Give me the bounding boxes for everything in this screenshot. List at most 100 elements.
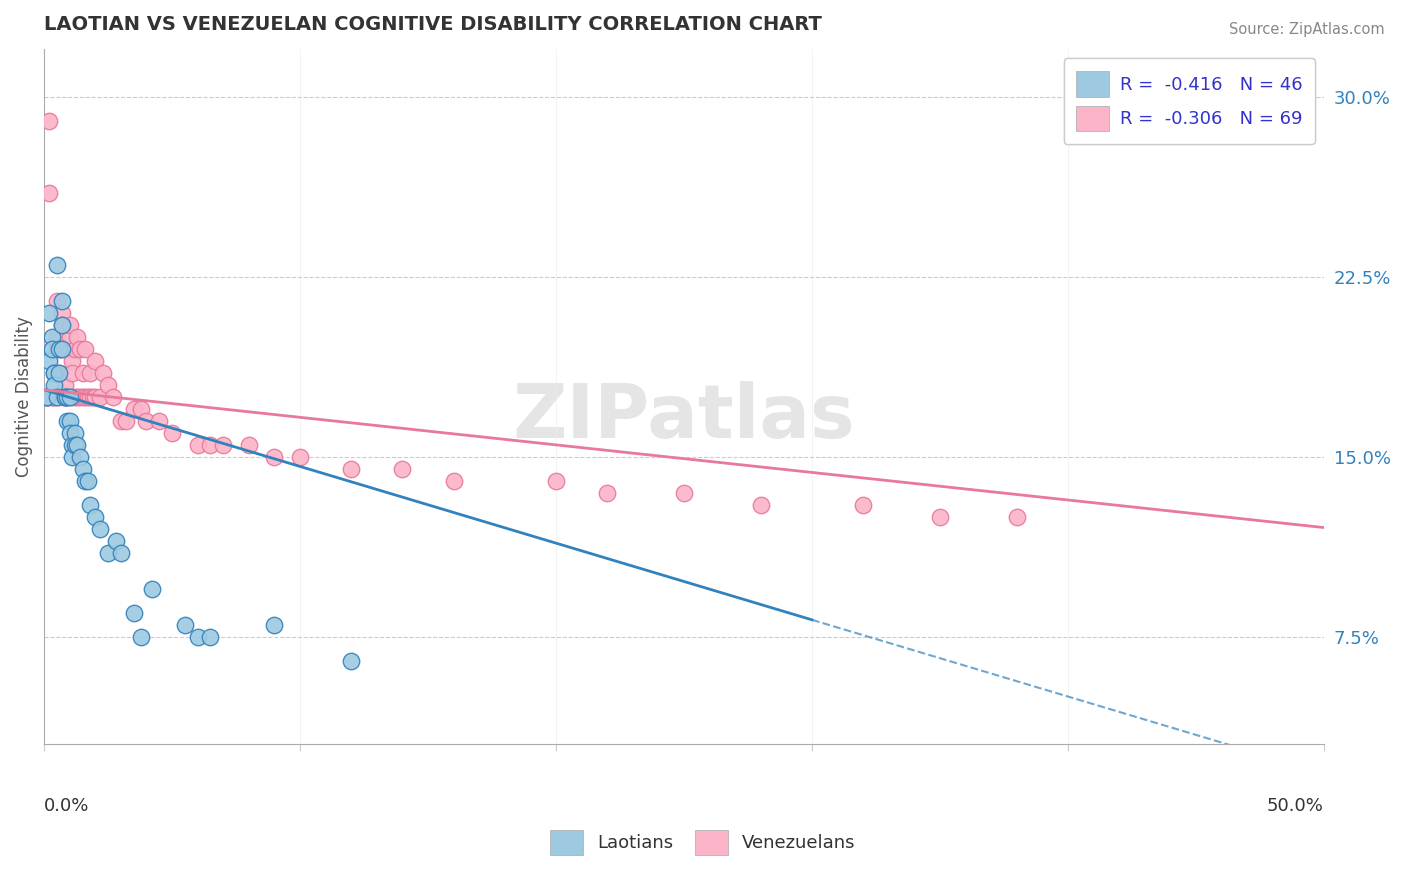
Point (200, 438, 222, 452)
Point (45, 330, 67, 344)
Point (59, 330, 82, 344)
Point (45, 390, 67, 404)
Point (122, 606, 145, 620)
Point (66, 390, 89, 404)
Point (212, 438, 235, 452)
Point (45, 294, 67, 309)
Point (38, 354, 60, 368)
Point (35, 390, 58, 404)
Point (89, 390, 111, 404)
Point (340, 462, 363, 476)
Point (56, 390, 79, 404)
Text: Source: ZipAtlas.com: Source: ZipAtlas.com (1229, 22, 1385, 37)
Point (41, 342, 63, 356)
Text: 50.0%: 50.0% (1267, 797, 1324, 815)
Point (97, 546, 120, 560)
Point (79, 366, 101, 380)
Point (852, 498, 875, 512)
Point (104, 533, 127, 548)
Point (187, 630, 209, 644)
Point (160, 425, 183, 440)
Point (51, 342, 73, 356)
Point (141, 582, 163, 596)
Point (66, 438, 89, 452)
Point (79, 390, 101, 404)
Point (35, 390, 58, 404)
Point (51, 294, 73, 309)
Point (340, 654, 363, 668)
Point (60, 366, 83, 380)
Point (60, 450, 83, 464)
Point (44, 366, 66, 380)
Point (56, 414, 79, 428)
Point (44, 366, 66, 380)
Point (929, 509, 952, 524)
Point (51, 342, 73, 356)
Text: ZIPatlas: ZIPatlas (513, 381, 855, 454)
Point (89, 522, 111, 536)
Point (48, 342, 70, 356)
Point (63, 342, 86, 356)
Point (79, 498, 101, 512)
Point (59, 318, 82, 332)
Point (48, 390, 70, 404)
Point (35, 390, 58, 404)
Point (44, 378, 66, 392)
Point (48, 366, 70, 380)
Text: LAOTIAN VS VENEZUELAN COGNITIVE DISABILITY CORRELATION CHART: LAOTIAN VS VENEZUELAN COGNITIVE DISABILI… (44, 15, 823, 34)
Point (69, 450, 91, 464)
Point (238, 438, 260, 452)
Point (75, 474, 97, 488)
Point (596, 485, 619, 500)
Point (75, 390, 97, 404)
Point (148, 414, 170, 428)
Point (45, 258, 67, 272)
Legend: R =  -0.416   N = 46, R =  -0.306   N = 69: R = -0.416 N = 46, R = -0.306 N = 69 (1063, 59, 1315, 144)
Point (51, 318, 73, 332)
Point (97, 378, 120, 392)
Point (60, 438, 83, 452)
Point (110, 414, 132, 428)
Point (103, 390, 125, 404)
Point (135, 414, 157, 428)
Point (66, 330, 89, 344)
Point (131, 630, 153, 644)
Point (60, 390, 83, 404)
Point (59, 425, 82, 440)
Point (48, 366, 70, 380)
Point (63, 438, 86, 452)
Point (51, 318, 73, 332)
Point (110, 546, 132, 560)
Point (53, 378, 76, 392)
Point (72, 462, 94, 476)
Point (122, 401, 145, 416)
Point (76, 474, 98, 488)
Point (91, 366, 114, 380)
Point (41, 330, 63, 344)
Point (115, 414, 138, 428)
Point (288, 450, 311, 464)
Point (749, 498, 772, 512)
Point (56, 390, 79, 404)
Point (69, 342, 91, 356)
Point (263, 617, 285, 632)
Point (263, 450, 285, 464)
Point (1005, 509, 1028, 524)
Point (53, 390, 76, 404)
Point (72, 366, 94, 380)
Point (84, 509, 107, 524)
Point (45, 342, 67, 356)
Point (51, 306, 73, 320)
Point (69, 390, 91, 404)
Point (131, 401, 153, 416)
Point (443, 474, 465, 488)
Point (59, 342, 82, 356)
Point (63, 425, 86, 440)
Point (544, 474, 567, 488)
Point (391, 462, 413, 476)
Text: 0.0%: 0.0% (44, 797, 90, 815)
Point (200, 630, 222, 644)
Point (59, 390, 82, 404)
Point (76, 390, 98, 404)
Point (72, 390, 94, 404)
